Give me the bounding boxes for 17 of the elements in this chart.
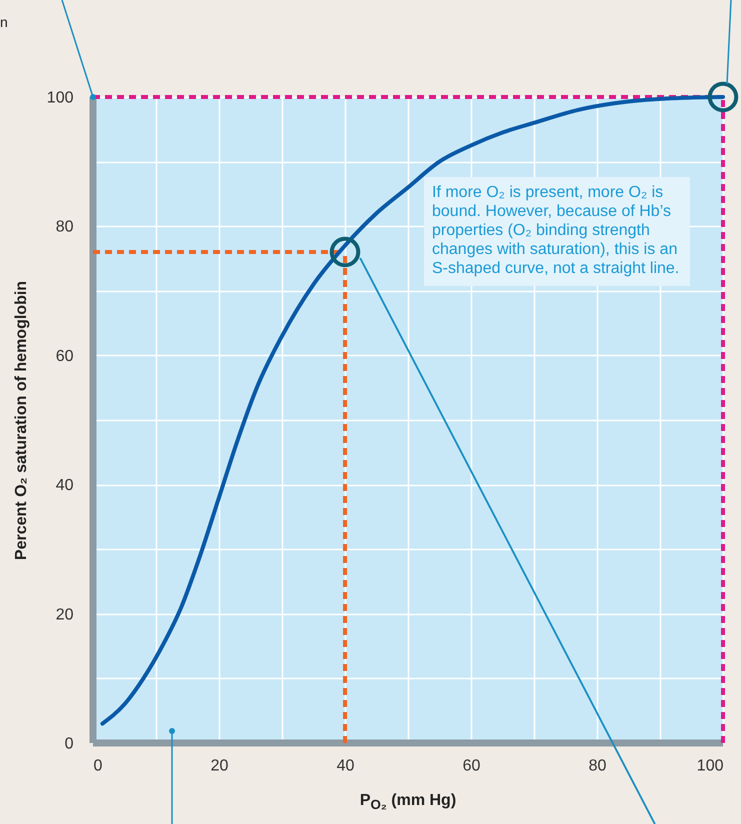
x-tick-label: 100 xyxy=(696,758,724,774)
y-tick-label: 0 xyxy=(64,736,74,752)
y-tick-label: 80 xyxy=(56,218,74,236)
y-tick-label: 20 xyxy=(56,606,74,624)
y-tick-label: 100 xyxy=(46,90,74,106)
y-axis-title: Percent O₂ saturation of hemoglobin xyxy=(12,280,30,560)
x-tick-label: 80 xyxy=(588,758,606,774)
annotation: If more O₂ is present, more O₂ is bound. However, because of Hb’s properties (O₂ binding strength changes with saturation), this is an S-shaped curve, not a straight line. xyxy=(424,177,690,286)
y-tick-label: 60 xyxy=(56,348,74,365)
x-tick-label: 20 xyxy=(210,758,228,774)
x-tick-label: 60 xyxy=(462,758,480,774)
text: n xyxy=(0,14,8,30)
line-series xyxy=(100,95,725,726)
x-tick-label: 0 xyxy=(94,758,102,774)
x-tick-label: 40 xyxy=(336,758,354,774)
x-axis-title: P$_{O₂}$ (mm Hg) xyxy=(358,792,458,812)
y-tick-label: 40 xyxy=(56,477,74,494)
